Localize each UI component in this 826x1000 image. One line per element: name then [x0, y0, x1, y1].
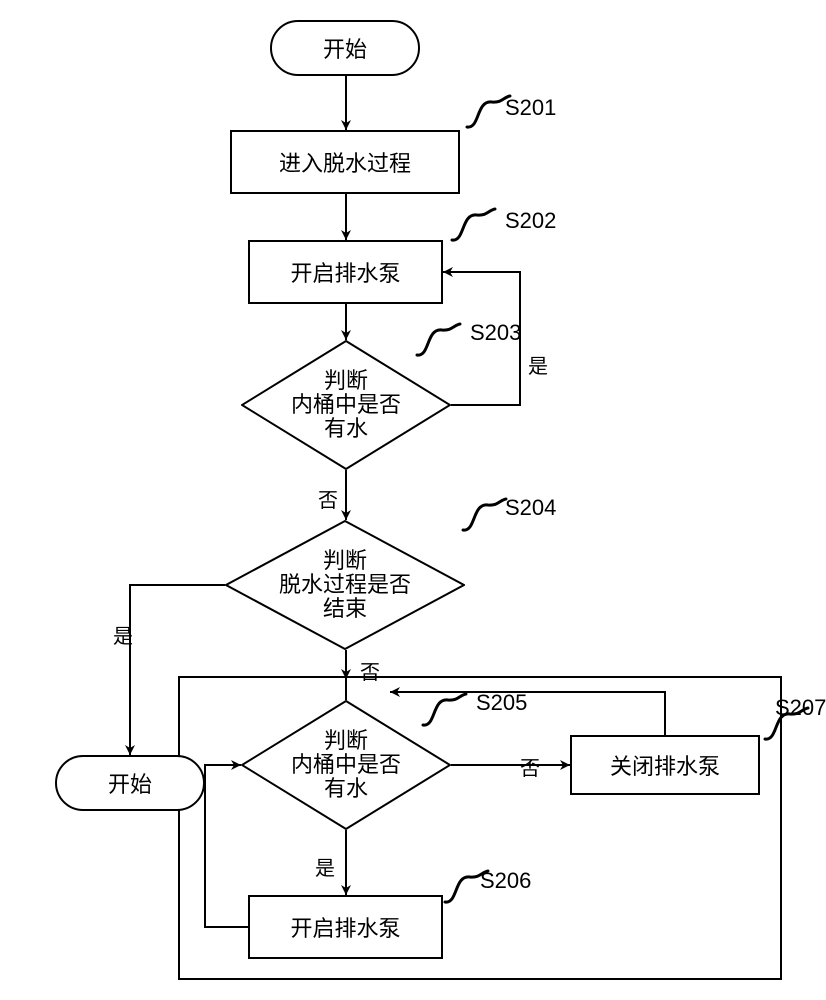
- terminator-end-label: 开始: [108, 767, 152, 799]
- step-arc-S206: [440, 867, 495, 907]
- step-arc-S205: [418, 690, 473, 730]
- edge-label-s205_no: 否: [520, 752, 540, 781]
- step-arc-S207: [760, 704, 815, 744]
- step-label-S203: S203: [470, 320, 521, 346]
- edge-label-s205_yes: 是: [315, 852, 335, 881]
- terminator-start: 开始: [270, 20, 420, 76]
- edge-label-s204_no: 否: [360, 656, 380, 685]
- process-s202-label: 开启排水泵: [290, 256, 400, 288]
- edge-label-s204_yes: 是: [113, 620, 133, 649]
- process-s207: 关闭排水泵: [570, 735, 760, 795]
- decision-s204-label: 判断脱水过程是否结束: [279, 549, 411, 622]
- step-label-S202: S202: [505, 208, 556, 234]
- decision-s205-label: 判断内桶中是否有水: [291, 729, 401, 802]
- flowchart-canvas: 开始 进入脱水过程 开启排水泵 判断内桶中是否有水 判断脱水过程是否结束 开始 …: [0, 0, 826, 1000]
- step-arc-S201: [462, 92, 517, 132]
- terminator-end: 开始: [55, 755, 205, 811]
- step-arc-S204: [458, 495, 513, 535]
- step-label-S205: S205: [476, 690, 527, 716]
- process-s206: 开启排水泵: [248, 895, 443, 959]
- decision-s204: 判断脱水过程是否结束: [225, 520, 465, 650]
- edge-label-s203_no: 否: [318, 484, 338, 513]
- edge-label-s203_yes: 是: [528, 350, 548, 379]
- process-s202: 开启排水泵: [248, 240, 443, 304]
- decision-s203-label: 判断内桶中是否有水: [291, 369, 401, 442]
- process-s201-label: 进入脱水过程: [279, 146, 411, 178]
- terminator-start-label: 开始: [323, 32, 367, 64]
- process-s207-label: 关闭排水泵: [610, 749, 720, 781]
- process-s206-label: 开启排水泵: [290, 911, 400, 943]
- process-s201: 进入脱水过程: [230, 130, 460, 194]
- step-arc-S203: [412, 320, 467, 360]
- step-arc-S202: [447, 205, 502, 245]
